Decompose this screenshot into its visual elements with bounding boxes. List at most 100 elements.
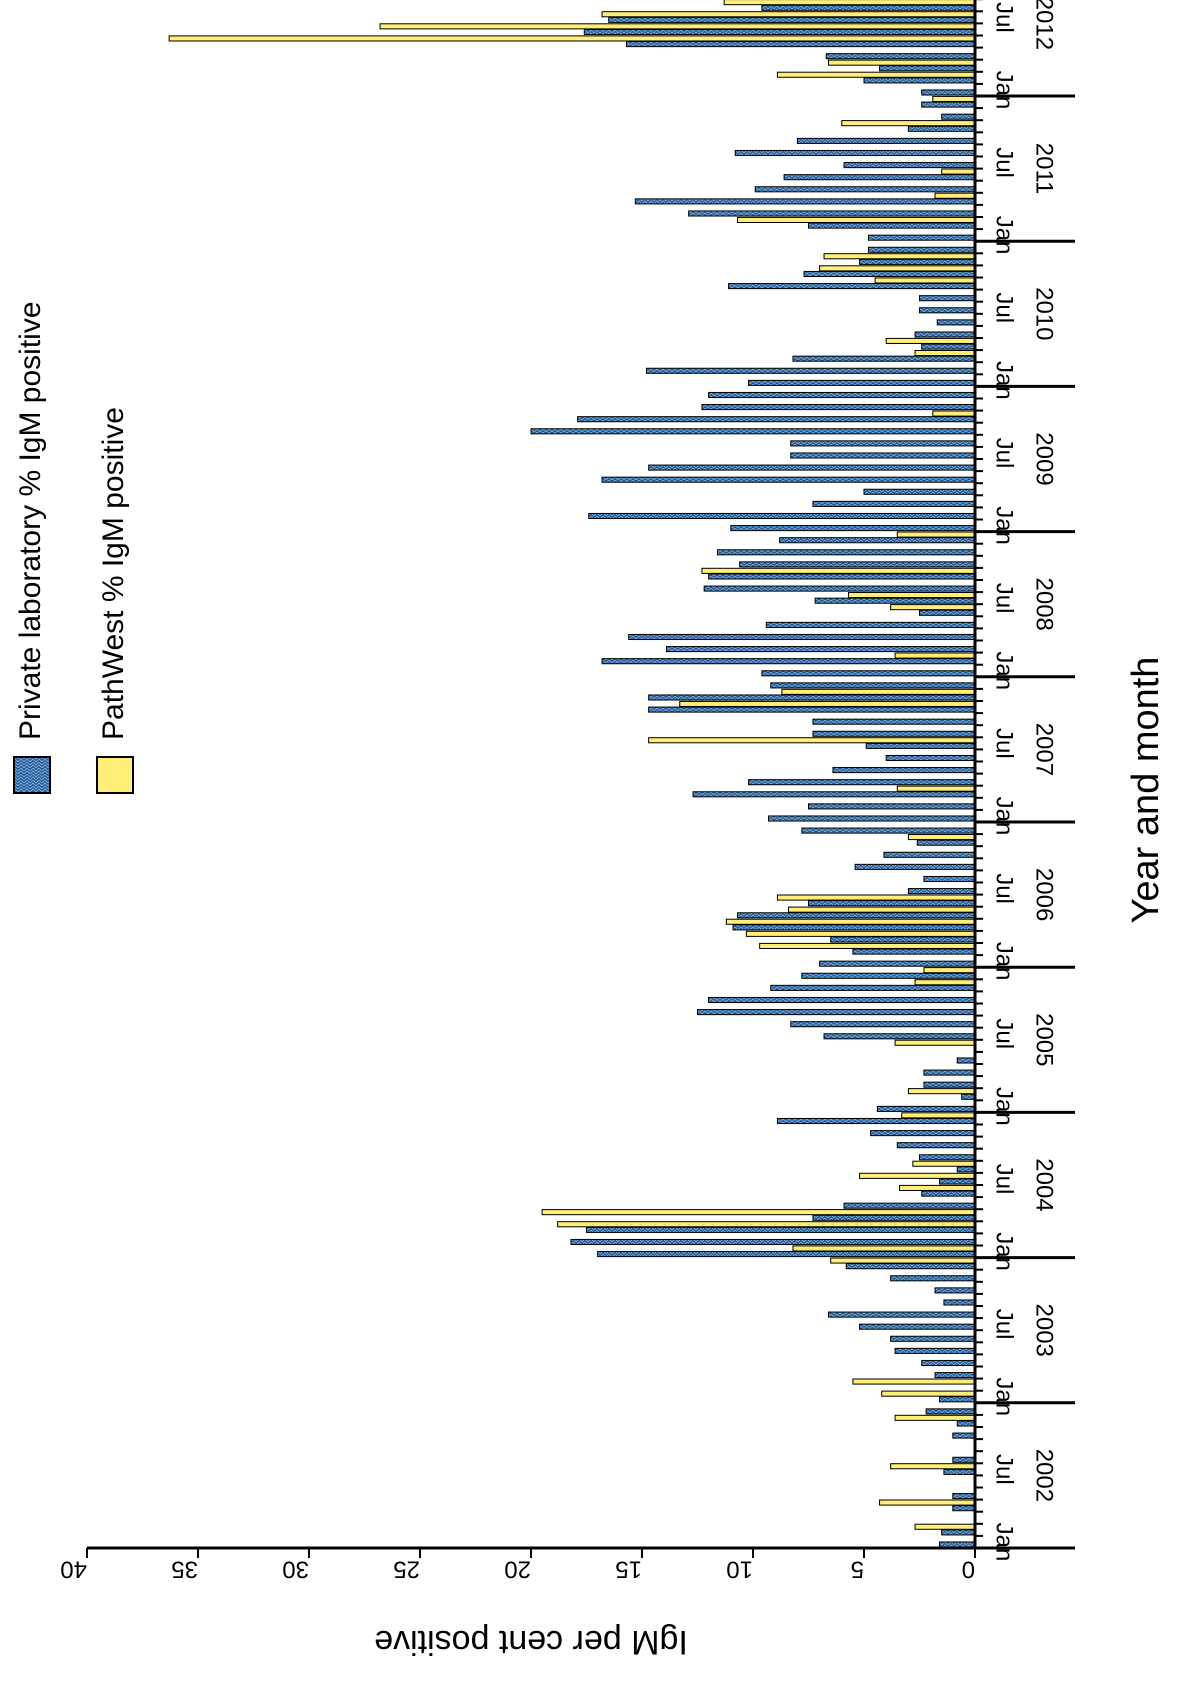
- bar-private: [919, 295, 976, 302]
- bar-private: [801, 972, 976, 979]
- bar-private: [852, 948, 976, 955]
- bar-private: [716, 549, 976, 556]
- bar-pathwest: [907, 834, 976, 841]
- bar-pathwest: [934, 192, 976, 199]
- bar-pathwest: [859, 1172, 976, 1179]
- bar-pathwest: [881, 1390, 976, 1397]
- bar-pathwest: [914, 350, 976, 357]
- bar-pathwest: [894, 652, 976, 659]
- bar-private: [914, 331, 976, 338]
- value-tick-label: 30: [282, 1556, 309, 1583]
- bar-private: [863, 488, 976, 495]
- bar-private: [870, 1130, 976, 1137]
- bar-private: [890, 1335, 976, 1342]
- bar-private: [814, 597, 976, 604]
- month-tick-label: Jan: [991, 1523, 1018, 1562]
- month-tick-label: Jul: [991, 1309, 1018, 1340]
- bar-pathwest: [885, 337, 976, 344]
- month-tick-label: Jan: [991, 1377, 1018, 1416]
- bar-private: [919, 307, 976, 314]
- month-tick-label: Jul: [991, 728, 1018, 759]
- bar-private: [961, 1093, 976, 1100]
- bar-private: [919, 1154, 976, 1161]
- bar-pathwest: [823, 253, 976, 260]
- bar-private: [854, 863, 976, 870]
- bar-private: [923, 1081, 976, 1088]
- bar-pathwest: [736, 216, 976, 223]
- year-label: 2009: [1031, 432, 1058, 485]
- legend: Private laboratory % IgM positive PathWes…: [13, 301, 134, 794]
- bar-pathwest: [896, 531, 976, 538]
- bar-private: [697, 1009, 976, 1016]
- bar-pathwest: [723, 0, 976, 6]
- bar-private: [876, 1105, 976, 1112]
- bar-pathwest: [379, 23, 976, 30]
- bars: [168, 0, 976, 1548]
- bar-private: [570, 1238, 976, 1246]
- bar-private: [625, 41, 976, 48]
- bar-private: [703, 585, 976, 592]
- bar-private: [859, 1323, 976, 1330]
- bar-pathwest: [907, 1088, 976, 1095]
- bar-private: [808, 222, 976, 229]
- year-label: 2012: [1031, 0, 1058, 50]
- bar-private: [956, 1420, 976, 1427]
- bar-private: [734, 149, 976, 157]
- bar-private: [825, 53, 976, 60]
- month-tick-label: Jul: [991, 292, 1018, 323]
- bar-pathwest: [894, 1414, 976, 1421]
- bar-pathwest: [781, 688, 976, 695]
- legend-label-pathwest: PathWest % IgM positive: [97, 407, 130, 740]
- bar-private: [883, 851, 976, 858]
- bar-private: [739, 561, 976, 568]
- bar-private: [688, 210, 976, 217]
- legend-swatch-pathwest: [96, 756, 134, 794]
- bar-private: [648, 694, 976, 701]
- month-tick-label: Jan: [991, 216, 1018, 255]
- bar-pathwest: [852, 1378, 976, 1385]
- bar-private: [923, 1069, 976, 1076]
- bar-private: [645, 367, 976, 374]
- year-label: 2006: [1031, 868, 1058, 921]
- bar-private: [779, 537, 976, 544]
- bar-private: [896, 1142, 976, 1149]
- bar-pathwest: [923, 967, 976, 974]
- bar-pathwest: [648, 737, 976, 744]
- bar-pathwest: [776, 71, 976, 78]
- bar-private: [943, 1468, 976, 1475]
- bar-pathwest: [776, 894, 976, 901]
- bar-private: [934, 1287, 976, 1294]
- bar-private: [921, 89, 976, 96]
- bar-private: [583, 28, 976, 36]
- bar-pathwest: [899, 1184, 976, 1191]
- bar-private: [956, 1057, 976, 1064]
- bar-private: [770, 682, 976, 689]
- bar-private: [941, 113, 976, 120]
- month-tick-label: Jan: [991, 651, 1018, 690]
- bar-private: [952, 1505, 976, 1512]
- bar-private: [736, 912, 976, 919]
- legend-swatch-private: [13, 756, 51, 794]
- value-tick-label: 35: [171, 1556, 198, 1583]
- bar-private: [943, 1299, 976, 1306]
- legend-label-private: Private laboratory % IgM positive: [14, 301, 47, 740]
- bar-private: [936, 319, 976, 326]
- bar-private: [812, 500, 976, 507]
- bar-private: [952, 1432, 976, 1439]
- bar-private: [796, 137, 976, 144]
- bar-private: [867, 234, 976, 241]
- bar-private: [634, 198, 976, 205]
- month-tick-label: Jan: [991, 361, 1018, 400]
- bar-private: [601, 658, 976, 665]
- bar-private: [665, 646, 976, 653]
- bar-private: [843, 1202, 976, 1209]
- bar-private: [597, 1251, 976, 1258]
- bar-private: [768, 815, 976, 822]
- bar-private: [907, 888, 976, 895]
- bar-pathwest: [601, 11, 976, 18]
- bar-pathwest: [541, 1209, 976, 1216]
- value-tick-label: 0: [962, 1556, 975, 1583]
- bar-private: [812, 718, 976, 725]
- month-tick-label: Jan: [991, 71, 1018, 110]
